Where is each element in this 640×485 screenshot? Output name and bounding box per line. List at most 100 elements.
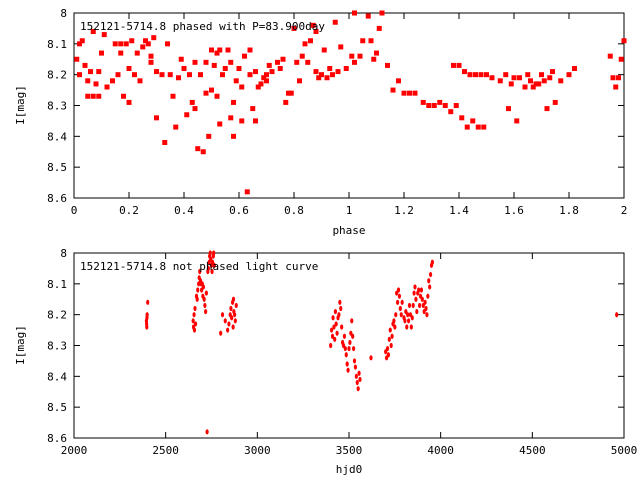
unphased-data-point xyxy=(427,278,431,284)
phased-data-point xyxy=(192,59,198,65)
phased-data-point xyxy=(288,90,294,96)
phased-data-point xyxy=(77,72,82,78)
phased-data-point xyxy=(176,75,181,81)
unphased-data-point xyxy=(333,308,338,315)
phased-data-point xyxy=(123,41,129,47)
unphased-data-point xyxy=(348,339,352,346)
unphased-data-point xyxy=(369,355,373,361)
phased-xtick-label: 0.4 xyxy=(174,204,194,217)
phased-data-point xyxy=(134,50,140,56)
phased-data-point xyxy=(209,47,214,53)
phased-plot: 0 0.2 0.4 0.6 0.8 1 1.2 1.4 1.6 1.8 2 8 8.1 8.2 8.3 8.4… xyxy=(14,7,627,237)
phased-data-point xyxy=(244,189,250,195)
phased-data-point xyxy=(618,56,624,62)
unphased-data-point xyxy=(423,299,427,305)
phased-data-point xyxy=(412,90,418,96)
phased-xtick-label: 1.6 xyxy=(504,204,524,217)
phased-data-point xyxy=(511,75,517,81)
unphased-data-point xyxy=(407,302,412,309)
unphased-plot: 2000 2500 3000 3500 4000 4500 5000 8 8.1 8.2 8.3 8.… xyxy=(14,247,637,476)
phased-data-point xyxy=(319,72,324,78)
unphased-plot-frame xyxy=(73,252,625,439)
unphased-data-point xyxy=(430,259,435,265)
unphased-data-point xyxy=(332,324,336,330)
phased-data-point xyxy=(90,29,96,34)
phased-data-point xyxy=(459,115,465,121)
unphased-data-point xyxy=(193,321,198,327)
unphased-data-point xyxy=(385,345,390,352)
phased-data-point xyxy=(165,41,170,47)
phased-data-point xyxy=(233,78,239,84)
phased-data-point xyxy=(396,78,401,84)
unphased-data-point xyxy=(204,290,208,296)
unphased-data-point xyxy=(386,352,391,358)
phased-data-point xyxy=(154,69,159,75)
phased-data-point xyxy=(508,81,514,87)
unphased-data-point xyxy=(419,287,424,293)
phased-data-point xyxy=(195,146,201,152)
unphased-ytick-label: 8.4 xyxy=(47,370,67,383)
unphased-xtick-label: 2500 xyxy=(152,444,179,457)
unphased-data-point xyxy=(414,296,418,302)
unphased-data-point xyxy=(342,333,347,339)
unphased-data-point xyxy=(201,284,206,290)
phased-data-point xyxy=(313,29,319,34)
phased-plot-ylabel: I[mag] xyxy=(14,85,27,125)
phased-data-point xyxy=(217,47,223,53)
unphased-plot-xlabel: hjd0 xyxy=(336,463,363,476)
phased-data-point xyxy=(283,99,289,105)
unphased-data-point xyxy=(406,318,411,324)
unphased-data-point xyxy=(394,312,398,318)
phased-data-point xyxy=(253,69,258,75)
phased-data-point xyxy=(239,118,245,124)
phased-data-point xyxy=(167,72,173,78)
phased-data-point xyxy=(280,56,286,62)
unphased-xtick-label: 3000 xyxy=(244,444,271,457)
unphased-data-point xyxy=(403,318,407,324)
unphased-data-point xyxy=(339,305,343,312)
phased-data-point xyxy=(473,72,478,78)
unphased-data-point xyxy=(192,327,197,333)
phased-data-point xyxy=(550,69,555,75)
unphased-data-point xyxy=(203,302,207,309)
phased-data-point xyxy=(250,106,256,112)
phased-data-point xyxy=(266,62,272,68)
phased-data-point xyxy=(456,62,462,68)
phased-data-point xyxy=(101,32,107,38)
phased-data-point xyxy=(566,72,572,78)
phased-data-point xyxy=(200,149,206,155)
phased-data-point xyxy=(530,84,536,90)
unphased-data-point xyxy=(212,250,216,256)
unphased-data-point xyxy=(329,327,334,333)
phased-data-point xyxy=(129,38,135,44)
unphased-data-point xyxy=(223,318,227,324)
unphased-data-point xyxy=(193,305,197,312)
phased-xtick-label: 2 xyxy=(621,204,628,217)
unphased-data-point xyxy=(428,284,432,290)
unphased-data-point xyxy=(220,312,225,318)
unphased-ytick-label: 8.2 xyxy=(47,309,67,322)
phased-data-point xyxy=(371,56,377,62)
phased-data-point xyxy=(484,72,489,78)
phased-data-point xyxy=(255,84,261,90)
phased-data-point xyxy=(187,72,192,78)
phased-data-point xyxy=(478,72,484,78)
unphased-ytick-label: 8 xyxy=(60,247,67,260)
phased-data-point xyxy=(214,50,220,56)
phased-ytick-label: 8.6 xyxy=(47,192,67,205)
unphased-data-point xyxy=(351,345,356,352)
phased-xtick-label: 1 xyxy=(346,204,353,217)
phased-data-point xyxy=(189,99,195,105)
phased-data-point xyxy=(616,75,621,81)
unphased-data-point xyxy=(354,373,358,379)
phased-data-point xyxy=(335,69,341,75)
phased-data-point xyxy=(264,78,269,84)
unphased-data-point xyxy=(229,305,233,312)
unphased-data-point xyxy=(331,315,335,321)
unphased-data-point xyxy=(206,265,210,272)
phased-ytick-label: 8.5 xyxy=(47,161,67,174)
phased-data-point xyxy=(85,78,91,84)
unphased-data-point xyxy=(357,370,361,376)
phased-data-point xyxy=(390,87,396,93)
phased-ytick-label: 8.3 xyxy=(47,100,67,113)
